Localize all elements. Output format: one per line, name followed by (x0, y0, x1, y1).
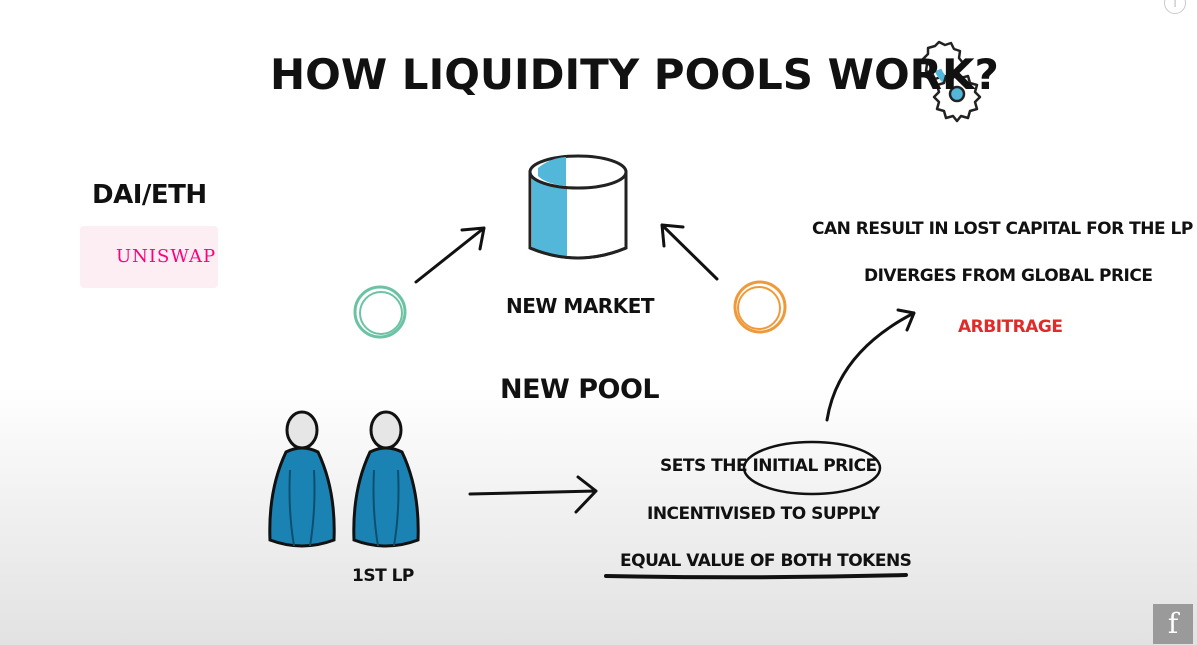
incentivised-text: INCENTIVISED TO SUPPLY (647, 504, 880, 524)
arrow-token-b-to-pool (660, 223, 719, 281)
initial-price-highlight (742, 440, 882, 496)
token-b-circle (733, 280, 787, 334)
sets-initial-price-text: SETS THE INITIAL PRICE (660, 456, 877, 476)
sets-prefix: SETS THE (660, 456, 753, 476)
diverges-text: DIVERGES FROM GLOBAL PRICE (864, 266, 1153, 286)
pool-cylinder (528, 154, 628, 260)
first-lp-label: 1ST LP (352, 566, 414, 586)
equal-value-underline (604, 573, 908, 580)
arrow-lp-to-steps (468, 475, 598, 514)
initial-price-text: INITIAL PRICE (752, 456, 877, 476)
liquidity-provider-2 (352, 410, 420, 548)
page-title: HOW LIQUIDITY POOLS WORK? (270, 50, 999, 99)
arbitrage-text: ARBITRAGE (958, 317, 1063, 337)
new-market-label: NEW MARKET (506, 294, 655, 318)
equal-value-text: EQUAL VALUE OF BOTH TOKENS (620, 551, 912, 571)
arrow-steps-to-outcomes (825, 308, 916, 422)
lost-capital-text: CAN RESULT IN LOST CAPITAL FOR THE LP (812, 219, 1193, 239)
uniswap-logo-label: UNISWAP (116, 246, 217, 267)
new-pool-label: NEW POOL (500, 374, 660, 405)
liquidity-provider-1 (268, 410, 336, 548)
gear-icon (921, 40, 982, 123)
pair-label: DAI/ETH (92, 180, 207, 210)
arrow-token-a-to-pool (414, 226, 486, 284)
token-a-circle (353, 285, 407, 339)
uniswap-logo: UNISWAP (80, 226, 218, 288)
channel-logo-icon[interactable]: f (1153, 604, 1193, 644)
